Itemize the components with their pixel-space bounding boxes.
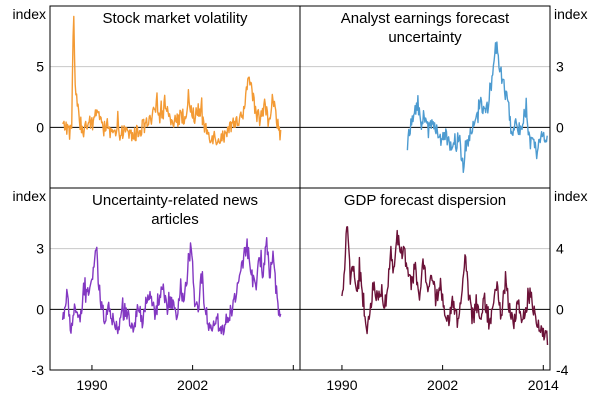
panel-gdp: -4 0 4 index GDP forecast dispersion xyxy=(299,187,587,378)
y-tick-label-news-3: 3 xyxy=(36,241,44,257)
panel-title-news-line-2: articles xyxy=(151,211,199,228)
panel-frame-stock xyxy=(49,5,301,189)
unit-label-analyst: index xyxy=(554,6,587,22)
x-axis: 1990 2002 1990 2002 2014 xyxy=(76,365,559,393)
panel-news: -3 0 3 index Uncertainty-related news article… xyxy=(13,187,301,378)
panel-stock: 0 5 index Stock market volatility xyxy=(13,5,301,189)
series-line-stock xyxy=(62,15,282,146)
y-tick-label-news--3: -3 xyxy=(32,362,45,378)
panel-title-gdp-line-1: GDP forecast dispersion xyxy=(344,192,506,209)
x-tick-label-right-1990: 1990 xyxy=(326,377,357,393)
panel-title-news-line-1: Uncertainty-related news xyxy=(92,192,258,209)
x-tick-label-left-2002: 2002 xyxy=(177,377,208,393)
panel-title-analyst-line-2: uncertainty xyxy=(388,29,462,46)
y-tick-label-gdp--4: -4 xyxy=(556,362,569,378)
panel-frame-gdp xyxy=(299,187,551,371)
series-line-gdp xyxy=(341,226,549,346)
series-line-news xyxy=(61,237,282,336)
y-tick-label-news-0: 0 xyxy=(36,301,44,317)
y-tick-label-stock-0: 0 xyxy=(36,119,44,135)
y-tick-label-analyst-0: 0 xyxy=(556,119,564,135)
y-tick-label-analyst-3: 3 xyxy=(556,59,564,75)
panel-title-stock-line-1: Stock market volatility xyxy=(102,10,248,27)
y-tick-label-gdp-0: 0 xyxy=(556,301,564,317)
y-tick-label-gdp-4: 4 xyxy=(556,241,564,257)
unit-label-stock: index xyxy=(13,6,46,22)
x-tick-label-right-2014: 2014 xyxy=(528,377,559,393)
panel-analyst: 0 3 index Analyst earnings forecast uncertai… xyxy=(299,5,587,189)
panel-title-analyst-line-1: Analyst earnings forecast xyxy=(341,10,510,27)
unit-label-news: index xyxy=(13,188,46,204)
x-tick-label-left-1990: 1990 xyxy=(76,377,107,393)
unit-label-gdp: index xyxy=(554,188,587,204)
series-line-analyst xyxy=(406,41,548,173)
x-tick-label-right-2002: 2002 xyxy=(427,377,458,393)
y-tick-label-stock-5: 5 xyxy=(36,59,44,75)
